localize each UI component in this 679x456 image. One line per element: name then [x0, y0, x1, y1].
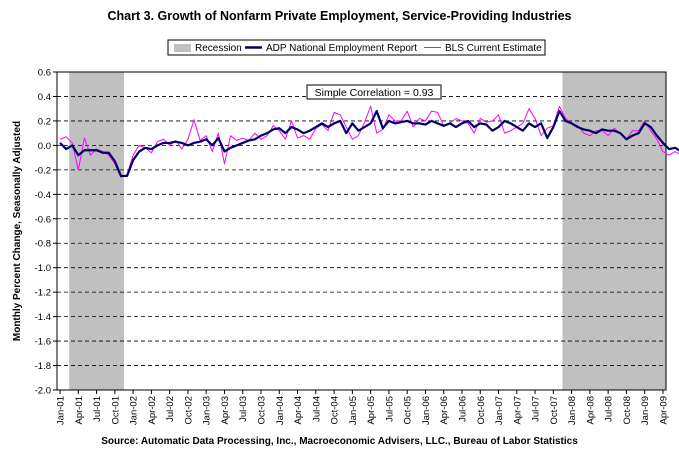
x-tick-label: Jul-07	[531, 396, 542, 422]
x-tick-label: Jul-01	[92, 396, 103, 422]
legend-label-recession: Recession	[195, 43, 242, 54]
series-line-adp	[59, 110, 679, 178]
y-tick-label: -0.4	[35, 190, 51, 201]
x-tick-label: Jan-02	[129, 396, 140, 425]
x-tick-label: Oct-08	[622, 396, 633, 425]
grid-layer	[57, 96, 666, 366]
x-tick-label: Apr-01	[74, 396, 85, 425]
x-tick-label: Jan-01	[56, 396, 67, 425]
chart-title: Chart 3. Growth of Nonfarm Private Emplo…	[107, 9, 572, 23]
y-tick-label: -1.4	[35, 312, 51, 323]
y-tick-label: -0.2	[35, 165, 51, 176]
x-tick-label: Apr-03	[220, 396, 231, 425]
series-line-bls	[59, 105, 679, 178]
x-tick-label: Jul-04	[311, 396, 322, 422]
y-tick-label: -2.0	[35, 386, 51, 397]
x-tick-label: Jul-08	[604, 396, 615, 422]
x-tick-label: Oct-06	[476, 396, 487, 425]
y-tick-label: 0.0	[38, 141, 51, 152]
y-tick-label: 0.6	[38, 68, 51, 79]
y-tick-label: -1.2	[35, 288, 51, 299]
legend-label-bls: BLS Current Estimate	[445, 43, 542, 54]
y-tick-label: -0.8	[35, 239, 51, 250]
x-tick-label: Oct-07	[549, 396, 560, 425]
x-tick-label: Jan-04	[275, 396, 286, 425]
legend: Recession ADP National Employment Report…	[167, 39, 546, 56]
x-tick-label: Apr-07	[512, 396, 523, 425]
x-tick-label: Oct-02	[183, 396, 194, 425]
legend-box	[167, 39, 546, 56]
recession-band-1	[69, 72, 124, 390]
series-layer	[59, 105, 679, 178]
recession-band-2	[562, 72, 666, 390]
x-tick-label: Apr-08	[585, 396, 596, 425]
y-tick-label: 0.4	[38, 92, 51, 103]
y-tick-label: -1.0	[35, 263, 51, 274]
x-tick-label: Jan-05	[348, 396, 359, 425]
legend-swatch-recession	[174, 44, 191, 52]
x-tick-label: Jul-03	[238, 396, 249, 422]
x-tick-label: Jul-02	[165, 396, 176, 422]
x-tick-label: Jan-03	[202, 396, 213, 425]
y-tick-label: -1.6	[35, 337, 51, 348]
x-tick-label: Jul-06	[457, 396, 468, 422]
correlation-annotation: Simple Correlation = 0.93	[306, 84, 442, 100]
x-tick-label: Jul-05	[384, 396, 395, 422]
plot-frame	[56, 71, 667, 391]
x-tick-label: Jan-09	[640, 396, 651, 425]
annotation-text: Simple Correlation = 0.93	[315, 87, 434, 99]
x-tick-label: Apr-04	[293, 396, 304, 425]
x-tick-label: Apr-09	[658, 396, 669, 425]
y-axis-label: Monthly Percent Change, Seasonally Adjus…	[12, 121, 23, 341]
x-tick-label: Oct-03	[257, 396, 268, 425]
x-tick-label: Apr-06	[439, 396, 450, 425]
y-tick-label: -1.8	[35, 361, 51, 372]
x-tick-label: Jan-08	[567, 396, 578, 425]
x-tick-label: Apr-05	[366, 396, 377, 425]
x-tick-label: Apr-02	[147, 396, 158, 425]
x-tick-label: Jan-06	[421, 396, 432, 425]
x-tick-label: Oct-01	[110, 396, 121, 425]
x-tick-label: Jan-07	[494, 396, 505, 425]
x-tick-label: Oct-05	[403, 396, 414, 425]
source-note: Source: Automatic Data Processing, Inc.,…	[101, 436, 578, 447]
y-tick-label: 0.2	[38, 116, 51, 127]
axis-layer: -2.0 -1.8 -1.6 -1.4 -1.2 -1.0 -0.8 -0.6 -0.4 -0.2…	[35, 68, 670, 426]
x-tick-label: Oct-04	[330, 396, 341, 425]
legend-label-adp: ADP National Employment Report	[266, 43, 417, 54]
annotation-box	[306, 84, 442, 100]
y-tick-label: -0.6	[35, 214, 51, 225]
